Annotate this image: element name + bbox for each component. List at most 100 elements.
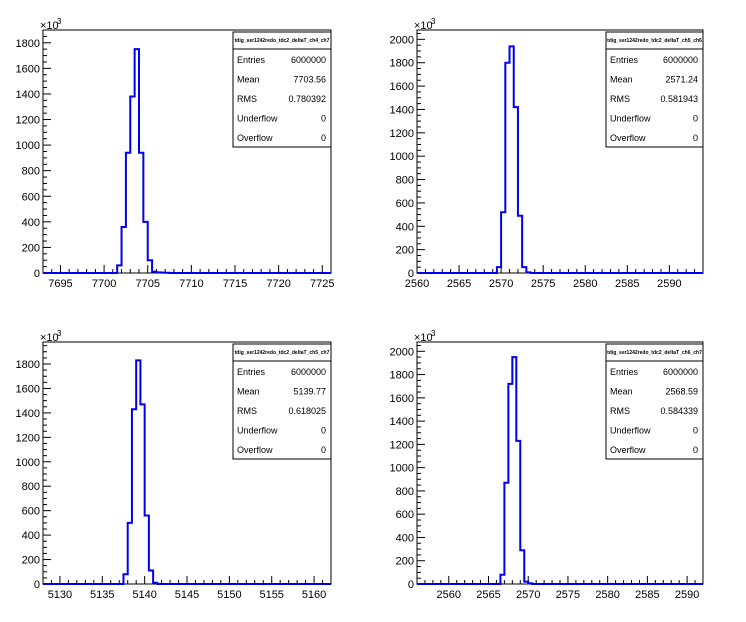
x-tick-label: 5140 xyxy=(132,589,156,601)
stats-value: 0 xyxy=(693,445,698,455)
histogram-line xyxy=(43,359,331,585)
y-tick-label: 0 xyxy=(408,579,414,591)
y-tick-label: 1400 xyxy=(16,89,40,101)
y-tick-label: 0 xyxy=(34,579,40,591)
stats-value: 0 xyxy=(693,133,698,143)
x-tick-label: 2585 xyxy=(635,589,659,601)
y-tick-label: 1400 xyxy=(390,104,414,116)
y-tick-label: 0 xyxy=(408,268,414,280)
y-tick-label: 1600 xyxy=(390,393,414,405)
y-tick-label: 1000 xyxy=(16,457,40,469)
x-tick-label: 5150 xyxy=(217,589,241,601)
stats-label: Mean xyxy=(610,75,633,85)
y-tick-label: 600 xyxy=(396,198,414,210)
y-multiplier-exponent: 3 xyxy=(57,17,62,26)
histogram-panel-3: ×103 0 200 400 600 800 1000 1200 1400 1600 1800 513… xyxy=(16,329,332,601)
stats-value: 0.618025 xyxy=(288,406,326,416)
x-tick-label: 2565 xyxy=(476,589,500,601)
y-tick-label: 2000 xyxy=(390,34,414,46)
y-multiplier: ×10 xyxy=(40,332,59,344)
y-tick-label: 400 xyxy=(396,221,414,233)
stats-title: tdig_ser1242redo_tdc2_deltaT_ch5_ch6 xyxy=(607,38,702,44)
stats-label: Overflow xyxy=(610,445,646,455)
y-tick-label: 200 xyxy=(22,242,40,254)
y-tick-label: 0 xyxy=(34,268,40,280)
y-tick-label: 1200 xyxy=(16,115,40,127)
stats-box-frame xyxy=(605,343,704,460)
stats-label: Overflow xyxy=(610,133,646,143)
stats-value: 0 xyxy=(321,445,326,455)
x-tick-label: 5160 xyxy=(302,589,326,601)
x-tick-label: 7710 xyxy=(179,278,203,290)
x-tick-label: 2560 xyxy=(437,589,461,601)
histogram-line xyxy=(417,356,703,585)
stats-label: Overflow xyxy=(237,445,273,455)
x-tick-label: 5135 xyxy=(90,589,114,601)
stats-value: 0 xyxy=(321,133,326,143)
stats-box: tdig_ser1242redo_tdc2_deltaT_ch5_ch7 Entr… xyxy=(232,343,332,460)
stats-label: Mean xyxy=(237,75,260,85)
x-tick-label: 2570 xyxy=(516,589,540,601)
stats-box-frame xyxy=(605,31,704,148)
stats-value: 6000000 xyxy=(663,55,698,65)
x-tick-label: 5130 xyxy=(48,589,72,601)
stats-value: 0 xyxy=(693,114,698,124)
stats-box-frame xyxy=(232,343,332,460)
stats-label: Underflow xyxy=(237,114,278,124)
y-tick-label: 1200 xyxy=(390,128,414,140)
y-tick-label: 1200 xyxy=(16,432,40,444)
histogram-panel-1: ×103 0 200 400 600 800 1000 1200 1400 1600 1800 769… xyxy=(16,17,335,290)
stats-value: 6000000 xyxy=(291,367,326,377)
x-tick-label: 2585 xyxy=(615,278,639,290)
histogram-panel-2: ×103 0 200 400 600 800 1000 1200 1400 1600 1800 200… xyxy=(390,17,704,290)
x-tick-label: 2570 xyxy=(489,278,513,290)
y-tick-label: 1600 xyxy=(390,81,414,93)
y-multiplier: ×10 xyxy=(414,20,433,32)
x-tick-label: 2565 xyxy=(447,278,471,290)
y-multiplier: ×10 xyxy=(40,20,59,32)
stats-label: Underflow xyxy=(610,426,651,436)
stats-box: tdig_ser1242redo_tdc2_deltaT_ch5_ch6 Entr… xyxy=(605,31,704,148)
y-tick-label: 1200 xyxy=(390,439,414,451)
stats-value: 7703.56 xyxy=(293,75,326,85)
y-multiplier: ×10 xyxy=(414,332,433,344)
x-tick-label: 7700 xyxy=(92,278,116,290)
stats-label: Entries xyxy=(237,55,266,65)
histogram-panel-4: ×103 0 200 400 600 800 1000 1200 1400 1600 1800 200… xyxy=(390,329,704,601)
y-tick-label: 200 xyxy=(396,556,414,568)
x-tick-label: 2575 xyxy=(531,278,555,290)
y-multiplier-exponent: 3 xyxy=(431,329,436,338)
stats-label: Underflow xyxy=(610,114,651,124)
x-tick-label: 7720 xyxy=(266,278,290,290)
stats-label: Overflow xyxy=(237,133,273,143)
stats-label: RMS xyxy=(610,406,630,416)
stats-value: 2568.59 xyxy=(665,387,698,397)
x-tick-label: 7725 xyxy=(310,278,334,290)
stats-value: 0.780392 xyxy=(288,94,326,104)
y-tick-label: 800 xyxy=(22,481,40,493)
stats-title: tdig_ser1242redo_tdc2_deltaT_ch4_ch7 xyxy=(235,38,330,44)
x-tick-label: 5155 xyxy=(259,589,283,601)
y-tick-label: 800 xyxy=(22,166,40,178)
x-tick-label: 7695 xyxy=(48,278,72,290)
stats-value: 5139.77 xyxy=(293,387,326,397)
x-tick-label: 2580 xyxy=(573,278,597,290)
histogram-line xyxy=(43,48,331,274)
stats-label: RMS xyxy=(610,94,630,104)
histogram-line xyxy=(417,45,703,274)
x-tick-label: 7705 xyxy=(135,278,159,290)
y-tick-label: 200 xyxy=(396,245,414,257)
stats-label: Entries xyxy=(610,55,639,65)
stats-value: 2571.24 xyxy=(665,75,698,85)
y-tick-label: 400 xyxy=(396,532,414,544)
y-tick-label: 600 xyxy=(396,509,414,521)
y-tick-label: 600 xyxy=(22,506,40,518)
y-tick-label: 1800 xyxy=(390,58,414,70)
x-tick-label: 5145 xyxy=(175,589,199,601)
y-tick-label: 1800 xyxy=(390,370,414,382)
x-tick-label: 2590 xyxy=(657,278,681,290)
y-tick-label: 1000 xyxy=(390,463,414,475)
y-multiplier-exponent: 3 xyxy=(431,17,436,26)
stats-box-frame xyxy=(232,31,332,148)
